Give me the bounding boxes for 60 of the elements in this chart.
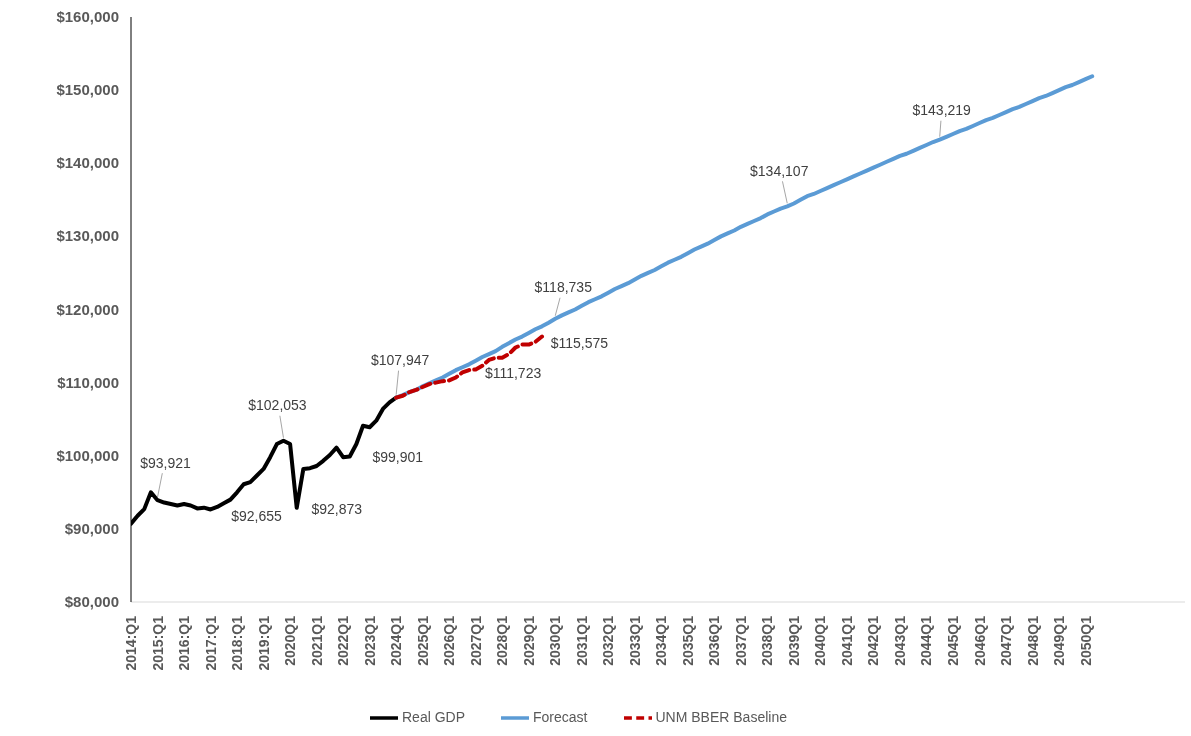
y-tick-label: $100,000 bbox=[56, 446, 119, 464]
x-tick-label: 2016:Q1 bbox=[176, 615, 193, 671]
x-tick-label: 2034Q1 bbox=[653, 615, 670, 666]
x-tick-label: 2025Q1 bbox=[414, 615, 431, 666]
x-tick-label: 2037Q1 bbox=[732, 615, 749, 666]
x-tick-label: 2045Q1 bbox=[944, 615, 961, 666]
x-tick-label: 2039Q1 bbox=[785, 615, 802, 666]
legend-label: Real GDP bbox=[402, 708, 466, 725]
x-tick-label: 2031Q1 bbox=[573, 615, 590, 666]
x-tick-label: 2035Q1 bbox=[679, 615, 696, 666]
data-label: $93,921 bbox=[140, 454, 192, 471]
x-tick-label: 2033Q1 bbox=[626, 615, 643, 666]
x-tick-label: 2014:Q1 bbox=[123, 615, 139, 671]
y-tick-label: $80,000 bbox=[64, 593, 119, 610]
x-tick-label: 2043Q1 bbox=[891, 615, 908, 666]
y-tick-label: $120,000 bbox=[56, 300, 119, 318]
x-tick-label: 2048Q1 bbox=[1024, 615, 1041, 666]
x-tick-label: 2024Q1 bbox=[388, 615, 405, 666]
data-label: $99,901 bbox=[372, 449, 424, 466]
data-label: $134,107 bbox=[750, 163, 809, 180]
x-tick-label: 2020Q1 bbox=[282, 615, 299, 666]
x-tick-label: 2021Q1 bbox=[308, 615, 325, 666]
x-tick-label: 2030Q1 bbox=[547, 615, 564, 666]
legend-label: UNM BBER Baseline bbox=[655, 708, 787, 725]
y-tick-label: $160,000 bbox=[56, 8, 119, 25]
x-tick-label: 2040Q1 bbox=[812, 615, 829, 666]
data-label: $118,735 bbox=[534, 279, 593, 296]
x-tick-label: 2047Q1 bbox=[998, 615, 1015, 666]
x-tick-label: 2029Q1 bbox=[520, 615, 537, 666]
x-tick-label: 2015:Q1 bbox=[149, 615, 166, 671]
x-tick-label: 2022Q1 bbox=[335, 615, 352, 666]
y-tick-label: $150,000 bbox=[56, 81, 119, 99]
x-tick-label: 2023Q1 bbox=[361, 615, 378, 666]
x-tick-label: 2018:Q1 bbox=[229, 615, 246, 671]
data-label: $92,873 bbox=[311, 500, 363, 517]
x-tick-label: 2042Q1 bbox=[865, 615, 882, 666]
y-tick-label: $90,000 bbox=[64, 519, 119, 537]
x-tick-label: 2017:Q1 bbox=[202, 615, 219, 671]
x-tick-label: 2046Q1 bbox=[971, 615, 988, 666]
data-label: $102,053 bbox=[248, 397, 307, 414]
data-label: $92,655 bbox=[231, 508, 283, 525]
legend-label: Forecast bbox=[533, 708, 588, 725]
data-label: $115,575 bbox=[550, 334, 609, 351]
x-tick-label: 2028Q1 bbox=[494, 615, 511, 666]
y-tick-label: $110,000 bbox=[57, 373, 119, 391]
x-tick-label: 2019:Q1 bbox=[255, 615, 272, 671]
y-tick-label: $130,000 bbox=[56, 227, 119, 245]
x-tick-label: 2049Q1 bbox=[1051, 615, 1068, 666]
x-tick-label: 2050Q1 bbox=[1077, 615, 1094, 666]
data-label: $143,219 bbox=[912, 102, 972, 119]
x-tick-label: 2036Q1 bbox=[706, 615, 723, 666]
data-label: $107,947 bbox=[370, 352, 430, 369]
x-tick-label: 2038Q1 bbox=[759, 615, 776, 666]
x-tick-label: 2026Q1 bbox=[441, 615, 458, 666]
data-label: $111,723 bbox=[484, 364, 542, 381]
y-tick-label: $140,000 bbox=[56, 154, 119, 172]
x-tick-label: 2044Q1 bbox=[918, 615, 935, 666]
x-tick-label: 2041Q1 bbox=[838, 615, 855, 666]
x-tick-label: 2032Q1 bbox=[600, 615, 617, 666]
x-tick-label: 2027Q1 bbox=[467, 615, 484, 666]
